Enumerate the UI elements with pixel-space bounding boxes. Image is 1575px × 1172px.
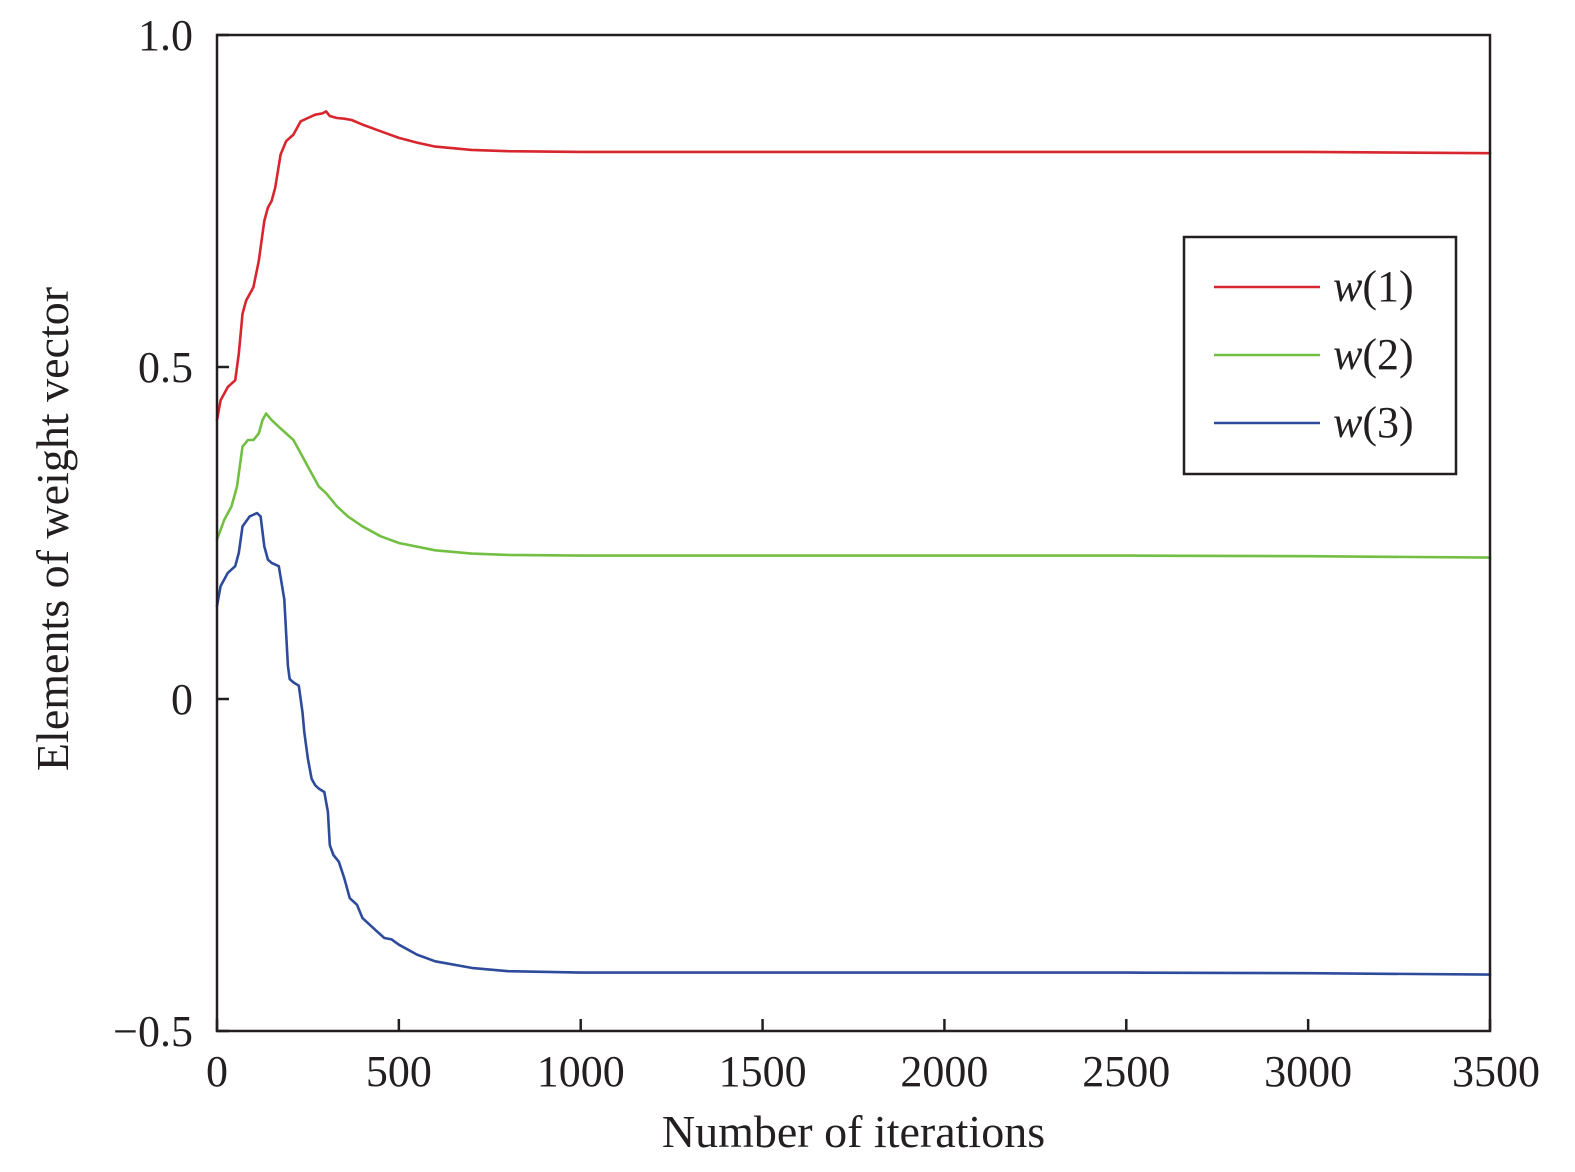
y-axis: −0.5 0 0.5 1.0: [113, 11, 229, 1056]
x-tick-label: 3000: [1264, 1047, 1352, 1096]
x-tick-label: 1000: [537, 1047, 625, 1096]
x-tick-label: 1500: [719, 1047, 807, 1096]
series-line-2: [215, 412, 1492, 559]
y-tick-label: 0: [171, 675, 193, 724]
y-tick-label: 1.0: [138, 11, 193, 60]
legend-label-1: w(1): [1333, 262, 1414, 311]
y-axis-title: Elements of weight vector: [27, 287, 78, 771]
x-tick-label: 500: [366, 1047, 432, 1096]
legend-label-3: w(3): [1333, 398, 1414, 447]
series-line-1: [215, 110, 1492, 422]
series-line-3: [215, 511, 1492, 976]
x-axis: 0 500 1000 1500 2000 2500 3000 3500: [206, 1019, 1540, 1096]
plot-frame: [215, 33, 1492, 1033]
x-tick-label: 2500: [1082, 1047, 1170, 1096]
legend: w(1) w(2) w(3): [1182, 235, 1458, 476]
y-tick-label: 0.5: [138, 343, 193, 392]
plot-lines: [215, 110, 1492, 976]
x-tick-label: 3500: [1452, 1047, 1540, 1096]
x-tick-label: 2000: [900, 1047, 988, 1096]
y-tick-label: −0.5: [113, 1007, 193, 1056]
x-axis-title: Number of iterations: [662, 1106, 1045, 1157]
x-tick-label: 0: [206, 1047, 228, 1096]
legend-label-2: w(2): [1333, 330, 1414, 379]
